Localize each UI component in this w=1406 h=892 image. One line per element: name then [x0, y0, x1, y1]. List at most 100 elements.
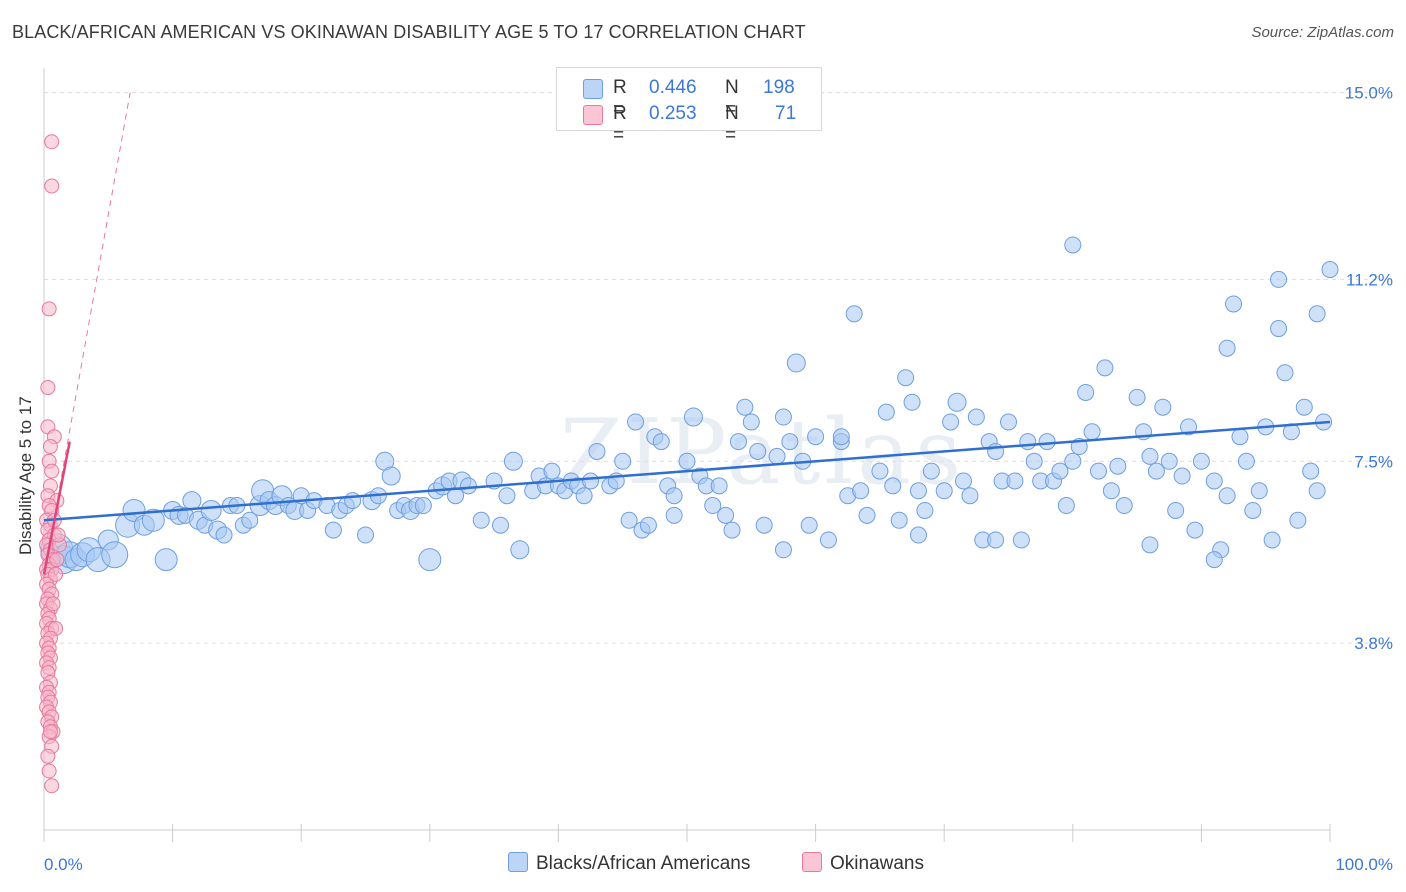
- data-point-okinawans: [41, 763, 57, 779]
- data-point-blacks: [503, 451, 523, 471]
- data-point-blacks: [742, 413, 760, 431]
- data-point-blacks: [1083, 423, 1101, 441]
- data-point-blacks: [807, 428, 825, 446]
- data-point-okinawans: [44, 463, 60, 479]
- data-point-blacks: [755, 516, 773, 534]
- data-point-blacks: [916, 501, 934, 519]
- y-tick-label: 11.2%: [1346, 270, 1393, 289]
- data-point-blacks: [897, 369, 915, 387]
- data-point-blacks: [414, 497, 432, 515]
- data-point-blacks: [1244, 501, 1262, 519]
- data-point-blacks: [890, 511, 908, 529]
- data-point-blacks: [575, 487, 593, 505]
- data-point-okinawans: [40, 380, 56, 396]
- data-point-blacks: [1141, 536, 1159, 554]
- data-point-blacks: [987, 531, 1005, 549]
- data-point-blacks: [877, 403, 895, 421]
- data-point-okinawans: [48, 566, 64, 582]
- data-point-blacks: [1019, 433, 1037, 451]
- data-point-blacks: [1090, 462, 1108, 480]
- data-point-blacks: [800, 516, 818, 534]
- bottom-legend-blacks: Blacks/African Americans: [508, 852, 750, 875]
- data-point-blacks: [1237, 452, 1255, 470]
- data-point-blacks: [710, 477, 728, 495]
- bottom-legend-okinawans: Okinawans: [802, 852, 924, 875]
- data-point-blacks: [1109, 457, 1127, 475]
- data-point-blacks: [1154, 398, 1172, 416]
- data-point-blacks: [832, 428, 850, 446]
- data-point-okinawans: [44, 134, 60, 150]
- data-point-blacks: [1180, 418, 1198, 436]
- chart-title: BLACK/AFRICAN AMERICAN VS OKINAWAN DISAB…: [12, 22, 806, 42]
- data-point-blacks: [510, 540, 530, 560]
- data-point-okinawans: [44, 178, 60, 194]
- data-point-blacks: [678, 452, 696, 470]
- y-axis-label: Disability Age 5 to 17: [16, 396, 35, 555]
- data-point-okinawans: [41, 301, 57, 317]
- data-point-blacks: [1038, 433, 1056, 451]
- data-point-blacks: [582, 472, 600, 490]
- data-point-blacks: [704, 497, 722, 515]
- data-point-blacks: [749, 442, 767, 460]
- data-point-blacks: [717, 506, 735, 524]
- data-point-blacks: [786, 353, 806, 373]
- data-point-okinawans: [42, 439, 58, 455]
- data-point-blacks: [736, 398, 754, 416]
- data-point-okinawans: [45, 596, 61, 612]
- data-point-blacks: [954, 472, 972, 490]
- blacks-trend-line: [43, 420, 1331, 522]
- data-point-blacks: [1186, 521, 1204, 539]
- data-point-blacks: [1308, 482, 1326, 500]
- bottom-legend-swatch-pink: [802, 852, 822, 872]
- data-point-blacks: [909, 526, 927, 544]
- legend-n-label: N =: [725, 77, 739, 120]
- y-tick-label: 15.0%: [1345, 84, 1393, 103]
- data-point-blacks: [381, 466, 401, 486]
- data-point-blacks: [1160, 452, 1178, 470]
- data-point-blacks: [620, 511, 638, 529]
- data-point-blacks: [141, 508, 165, 532]
- data-point-blacks: [967, 408, 985, 426]
- bottom-legend-label: Okinawans: [830, 853, 924, 874]
- data-point-blacks: [935, 482, 953, 500]
- data-point-blacks: [1147, 462, 1165, 480]
- legend-n-value: 198: [763, 77, 795, 98]
- x-tick-label: 100.0%: [1335, 855, 1393, 874]
- data-point-blacks: [1302, 462, 1320, 480]
- data-point-blacks: [639, 516, 657, 534]
- chart-source: Source: ZipAtlas.com: [1251, 24, 1394, 41]
- data-point-blacks: [1096, 359, 1114, 377]
- legend-r-label: R =: [613, 77, 627, 120]
- data-point-blacks: [1270, 270, 1288, 288]
- data-point-blacks: [215, 526, 233, 544]
- data-point-blacks: [819, 531, 837, 549]
- stats-legend: R = 0.446 N = 198 R = 0.253 N = 71: [556, 67, 822, 146]
- data-point-blacks: [1205, 472, 1223, 490]
- data-point-blacks: [1051, 462, 1069, 480]
- data-point-okinawans: [42, 724, 58, 740]
- data-point-blacks: [1064, 236, 1082, 254]
- bottom-legend-label: Blacks/African Americans: [536, 853, 751, 874]
- data-point-blacks: [1192, 452, 1210, 470]
- data-point-blacks: [324, 521, 342, 539]
- data-point-blacks: [459, 477, 477, 495]
- legend-r-value: 0.446: [649, 77, 697, 98]
- data-point-blacks: [498, 487, 516, 505]
- legend-swatch-blue: [583, 79, 603, 99]
- data-point-blacks: [781, 433, 799, 451]
- data-point-blacks: [1115, 497, 1133, 515]
- data-point-okinawans: [40, 748, 56, 764]
- y-tick-label: 3.8%: [1354, 634, 1393, 653]
- data-point-blacks: [1000, 413, 1017, 431]
- data-point-blacks: [723, 521, 741, 539]
- data-point-blacks: [922, 462, 940, 480]
- data-point-blacks: [1077, 383, 1095, 401]
- data-point-blacks: [200, 499, 222, 521]
- legend-n-value: 71: [775, 103, 797, 124]
- data-point-blacks: [1173, 467, 1191, 485]
- data-point-blacks: [1141, 447, 1159, 465]
- data-point-blacks: [683, 407, 703, 427]
- data-point-blacks: [1295, 398, 1313, 416]
- data-point-blacks: [729, 433, 747, 451]
